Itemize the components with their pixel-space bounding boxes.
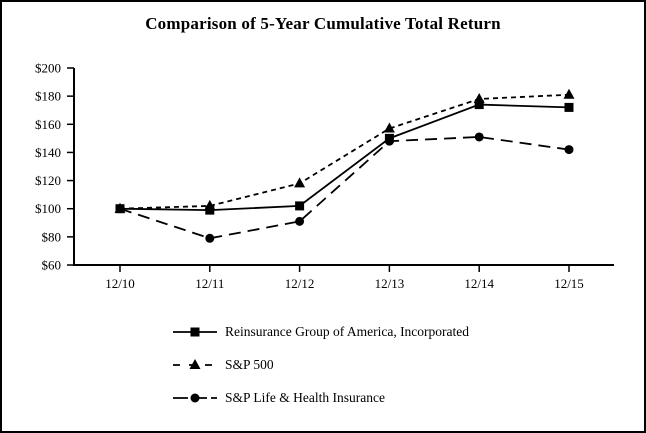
y-axis-tick-label: $180 xyxy=(35,89,61,104)
axis-lines xyxy=(73,68,614,266)
y-axis-tick-label: $140 xyxy=(35,145,61,160)
chart-title: Comparison of 5-Year Cumulative Total Re… xyxy=(145,14,501,33)
y-axis-tick-label: $120 xyxy=(35,173,61,188)
y-axis-tick-label: $200 xyxy=(35,61,61,76)
legend-marker-square-icon xyxy=(173,324,217,340)
legend-item-rga: Reinsurance Group of America, Incorporat… xyxy=(173,315,469,348)
x-axis-tick-label: 12/12 xyxy=(285,276,315,291)
legend-item-sp-life-health: S&P Life & Health Insurance xyxy=(173,381,469,414)
legend-marker-triangle-icon xyxy=(173,357,217,373)
data-point-triangle xyxy=(294,177,306,188)
legend-item-sp500: S&P 500 xyxy=(173,348,469,381)
data-point-circle xyxy=(564,145,574,155)
data-point-square xyxy=(564,102,574,112)
x-axis-tick-label: 12/15 xyxy=(554,276,584,291)
series-line-2 xyxy=(119,136,570,240)
legend-marker-shape xyxy=(190,327,200,336)
legend: Reinsurance Group of America, Incorporat… xyxy=(173,315,469,414)
data-point-triangle xyxy=(383,122,395,133)
y-axis-tick-label: $160 xyxy=(35,117,61,132)
data-point-square xyxy=(295,201,305,211)
legend-swatch-svg xyxy=(173,393,217,402)
legend-label-sp-life-health: S&P Life & Health Insurance xyxy=(225,389,385,405)
data-point-circle xyxy=(295,216,305,226)
data-point-square xyxy=(474,100,484,110)
legend-marker-circle-icon xyxy=(173,390,217,406)
data-point-circle xyxy=(384,136,394,146)
legend-swatch-svg xyxy=(173,327,217,336)
data-point-triangle xyxy=(204,199,216,210)
x-axis-tick-label: 12/10 xyxy=(105,276,135,291)
legend-label-rga: Reinsurance Group of America, Incorporat… xyxy=(225,323,470,339)
data-point-circle xyxy=(205,233,215,243)
data-point-circle xyxy=(474,132,484,142)
series-line-1 xyxy=(119,93,570,210)
x-axis-tick-label: 12/11 xyxy=(195,276,224,291)
x-axis-tick-label: 12/13 xyxy=(375,276,405,291)
x-axis-tick-label: 12/14 xyxy=(464,276,494,291)
data-point-square xyxy=(205,205,215,215)
legend-label-sp500: S&P 500 xyxy=(225,356,274,372)
y-axis-tick-label: $60 xyxy=(42,258,62,273)
legend-marker-shape xyxy=(190,393,200,402)
legend-swatch-svg xyxy=(173,358,217,369)
series-line-0 xyxy=(119,103,570,212)
y-axis-tick-label: $80 xyxy=(42,229,62,244)
legend-marker-shape xyxy=(189,358,201,369)
data-point-triangle xyxy=(563,88,575,99)
y-axis-tick-label: $100 xyxy=(35,201,61,216)
data-point-triangle xyxy=(473,92,485,103)
data-point-circle xyxy=(115,204,125,214)
